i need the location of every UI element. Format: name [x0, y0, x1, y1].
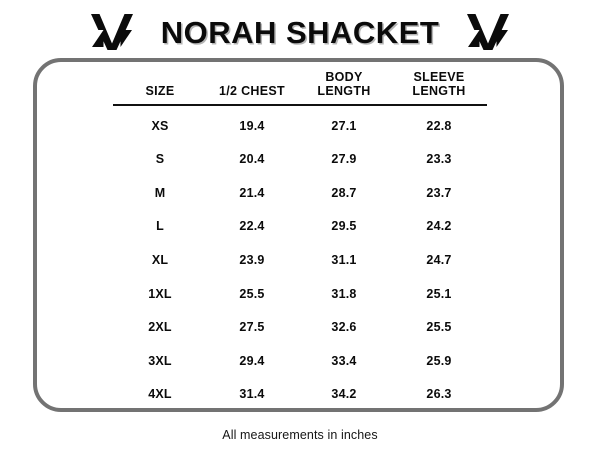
table-row: XL 23.9 31.1 24.7	[113, 243, 487, 277]
column-header-sleeve-length: SLEEVE LENGTH	[391, 62, 487, 106]
cell-size: S	[155, 152, 165, 167]
column-header-body-length-line2: LENGTH	[317, 84, 371, 98]
cell-sleeve-length: 22.8	[426, 118, 452, 133]
cell-size: 3XL	[148, 353, 172, 368]
cell-sleeve-length: 25.5	[426, 320, 452, 335]
cell-sleeve-length: 24.2	[426, 219, 452, 234]
table-row: 4XL 31.4 34.2 26.3	[113, 378, 487, 412]
size-chart-frame	[33, 58, 564, 412]
table-row: M 21.4 28.7 23.7	[113, 176, 487, 210]
table-row: 2XL 27.5 32.6 25.5	[113, 311, 487, 345]
cell-body-length: 27.9	[331, 152, 357, 167]
cell-size: 2XL	[148, 320, 172, 335]
table-row: S 20.4 27.9 23.3	[113, 143, 487, 177]
cell-size: XS	[151, 118, 169, 133]
cell-half-chest: 23.9	[239, 252, 265, 267]
cell-body-length: 34.2	[331, 387, 357, 402]
table-row: 3XL 29.4 33.4 25.9	[113, 344, 487, 378]
cell-half-chest: 21.4	[239, 185, 265, 200]
cell-half-chest: 20.4	[239, 152, 265, 167]
table-header-row: SIZE 1/2 CHEST BODY LENGTH SLEEVE LENGTH	[113, 62, 487, 106]
cell-body-length: 33.4	[331, 353, 357, 368]
cell-sleeve-length: 26.3	[426, 387, 452, 402]
size-chart-table: SIZE 1/2 CHEST BODY LENGTH SLEEVE LENGTH…	[113, 62, 487, 411]
column-header-sleeve-length-line2: LENGTH	[412, 84, 466, 98]
cell-half-chest: 31.4	[239, 387, 265, 402]
cell-body-length: 31.1	[331, 252, 357, 267]
measurements-note: All measurements in inches	[222, 428, 378, 442]
cell-sleeve-length: 24.7	[426, 252, 452, 267]
column-header-body-length-line1: BODY	[325, 70, 363, 84]
cell-half-chest: 29.4	[239, 353, 265, 368]
column-header-size: SIZE	[113, 62, 207, 106]
column-header-sleeve-length-line1: SLEEVE	[413, 70, 465, 84]
column-header-body-length: BODY LENGTH	[297, 62, 391, 106]
cell-half-chest: 25.5	[239, 286, 265, 301]
cell-size: 1XL	[148, 286, 172, 301]
cell-sleeve-length: 23.3	[426, 152, 452, 167]
column-header-half-chest: 1/2 CHEST	[207, 62, 297, 106]
cell-size: XL	[151, 252, 169, 267]
brand-m-logo-icon	[467, 14, 510, 50]
cell-body-length: 29.5	[331, 219, 357, 234]
cell-body-length: 27.1	[331, 118, 357, 133]
brand-m-logo-icon	[90, 14, 133, 50]
cell-body-length: 28.7	[331, 185, 357, 200]
cell-size: L	[156, 219, 164, 234]
cell-half-chest: 27.5	[239, 320, 265, 335]
column-header-size-line1: SIZE	[145, 84, 175, 98]
cell-sleeve-length: 25.1	[426, 286, 452, 301]
chart-header: NORAH SHACKET	[0, 8, 600, 56]
page-title: NORAH SHACKET	[160, 14, 440, 50]
table-row: 1XL 25.5 31.8 25.1	[113, 277, 487, 311]
cell-half-chest: 22.4	[239, 219, 265, 234]
cell-size: 4XL	[148, 387, 172, 402]
column-header-half-chest-line1: 1/2 CHEST	[219, 84, 285, 98]
cell-sleeve-length: 25.9	[426, 353, 452, 368]
cell-body-length: 31.8	[331, 286, 357, 301]
cell-size: M	[154, 185, 166, 200]
table-row: XS 19.4 27.1 22.8	[113, 105, 487, 143]
cell-sleeve-length: 23.7	[426, 185, 452, 200]
table-row: L 22.4 29.5 24.2	[113, 210, 487, 244]
cell-body-length: 32.6	[331, 320, 357, 335]
cell-half-chest: 19.4	[239, 118, 265, 133]
